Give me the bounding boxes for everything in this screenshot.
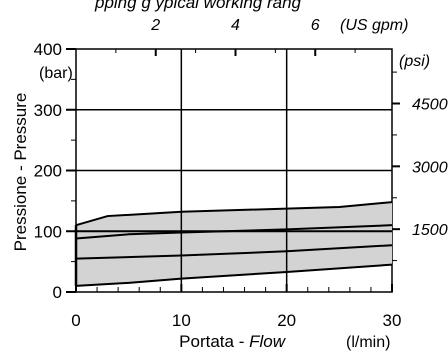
- band-upper-line: [75, 201, 393, 227]
- y-unit-label: (bar): [39, 65, 73, 82]
- secondary-y-unit-label: (psi): [399, 53, 430, 70]
- band-inner-line: [75, 244, 393, 260]
- right-tick-label: 3000: [412, 159, 448, 176]
- band-lower-line: [75, 263, 393, 287]
- y-tick-label: 200: [34, 162, 62, 181]
- y-tick-label: 0: [53, 283, 62, 302]
- top-tick-label: 4: [231, 17, 240, 34]
- y-tick-label: 300: [34, 101, 62, 120]
- x-axis-title-prefix: Portata -: [179, 332, 249, 351]
- x-tick-label: 0: [71, 311, 80, 330]
- lines-layer: [74, 201, 393, 287]
- x-tick-label: 20: [277, 311, 296, 330]
- y-tick-label: 100: [34, 222, 62, 241]
- right-tick-label: 4500: [412, 97, 448, 114]
- y-tick-label: 400: [34, 40, 62, 59]
- x-unit-label: (l/min): [346, 334, 390, 351]
- right-tick-label: 1500: [412, 222, 448, 239]
- top-tick-label: 6: [311, 17, 320, 34]
- x-axis-title-italic: Flow: [249, 332, 287, 351]
- y-axis-title: Pressione - Pressure: [11, 93, 30, 252]
- operating-band-fill: [76, 202, 392, 286]
- x-axis-title: Portata - Flow: [179, 332, 287, 351]
- band-inner-line: [75, 224, 393, 240]
- x-tick-label: 10: [172, 311, 191, 330]
- secondary-x-unit-label: (US gpm): [340, 17, 408, 34]
- top-tick-label: 2: [150, 17, 160, 34]
- x-tick-label: 30: [383, 311, 402, 330]
- band-layer: [76, 202, 392, 286]
- chart-title: pping g ypical working rang: [94, 0, 302, 12]
